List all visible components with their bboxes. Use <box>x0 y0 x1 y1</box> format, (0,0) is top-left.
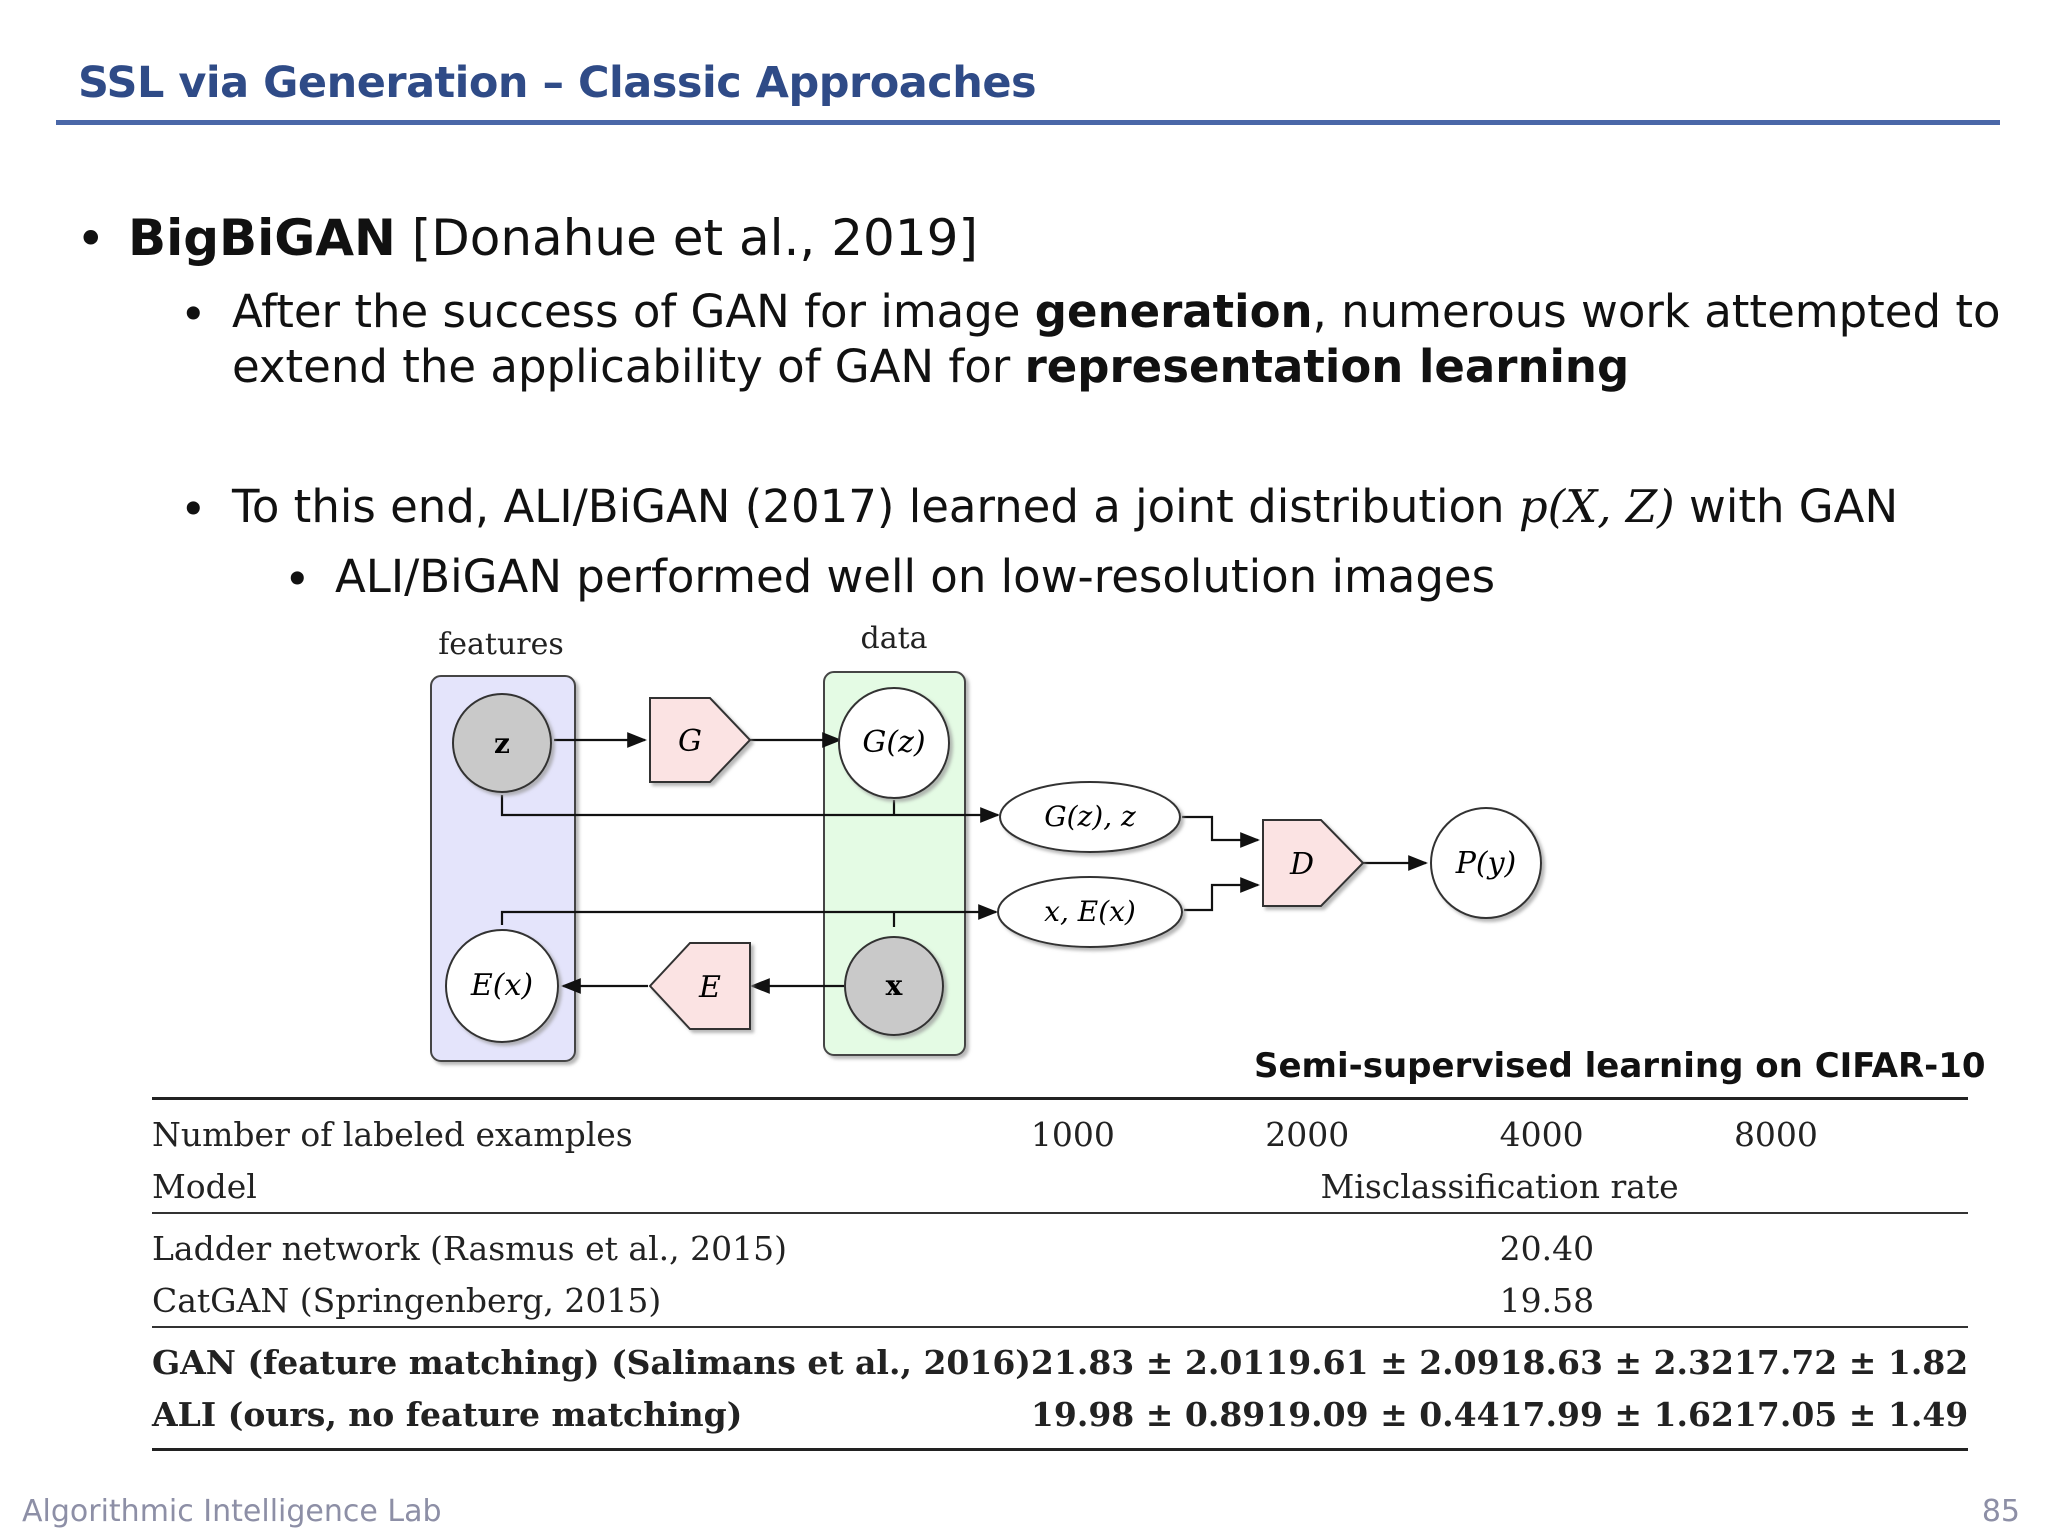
table-cell: 18.63 ± 2.32 <box>1499 1326 1734 1388</box>
header-cell: Model <box>152 1166 257 1206</box>
output-py-node <box>1430 807 1542 919</box>
emphasis-representation-learning: representation learning <box>1024 340 1630 393</box>
bullet-marker: • <box>76 210 106 268</box>
bigbigan-citation: [Donahue et al., 2019] <box>395 209 978 267</box>
text-fragment: After the success of GAN for image <box>232 285 1035 338</box>
arrow-z-to-pair <box>500 795 1000 823</box>
bullet-ali-bigan: To this end, ALI/BiGAN (2017) learned a … <box>232 480 1898 533</box>
math-joint-distribution: p(X, Z) <box>1518 480 1675 533</box>
header-cell-metric: Misclassification rate <box>1320 1166 1679 1206</box>
generator-g-shape <box>649 697 752 783</box>
encoded-ex-label: E(x) <box>470 968 533 1003</box>
table-row: Ladder network (Rasmus et al., 2015) 20.… <box>152 1212 1969 1274</box>
table-caption: Semi-supervised learning on CIFAR-10 <box>1254 1046 1986 1086</box>
arrow-pair1-to-d <box>1182 815 1260 848</box>
pair-gz-z-node <box>999 781 1181 853</box>
table-cell: 17.72 ± 1.82 <box>1733 1326 1969 1388</box>
data-label: data <box>860 621 927 656</box>
page-number: 85 <box>1981 1494 2020 1529</box>
header-cell: Number of labeled examples <box>152 1097 1031 1160</box>
table-cell-model: ALI (ours, no feature matching) <box>152 1388 1031 1451</box>
output-py-label: P(y) <box>1455 846 1517 881</box>
latent-z-label: z <box>494 727 510 760</box>
latent-z-node <box>452 693 552 793</box>
encoder-e-shape <box>648 942 751 1030</box>
table-row: CatGAN (Springenberg, 2015) 19.58 <box>152 1274 1968 1327</box>
table-cell: 20.40 <box>1499 1212 1734 1274</box>
bullet-bigbigan: BigBiGAN [Donahue et al., 2019] <box>128 209 978 267</box>
data-x-node <box>844 936 944 1036</box>
results-table: Number of labeled examples 1000 2000 400… <box>152 1097 1969 1451</box>
table-cell: 19.58 <box>1499 1280 1595 1320</box>
table-cell <box>1734 1274 1968 1327</box>
table-cell <box>1030 1212 1266 1274</box>
header-cell: 1000 <box>1030 1097 1266 1160</box>
table-row: ALI (ours, no feature matching) 19.98 ± … <box>152 1388 1969 1451</box>
bigbigan-term: BigBiGAN <box>128 209 396 267</box>
header-cell: 8000 <box>1733 1097 1969 1160</box>
bullet-marker: • <box>180 288 207 341</box>
bullet-gan-success-line2: extend the applicability of GAN for repr… <box>232 340 1629 393</box>
slide-title: SSL via Generation – Classic Approaches <box>78 58 1037 108</box>
table-cell: 21.83 ± 2.01 <box>1030 1326 1266 1388</box>
features-label: features <box>438 627 564 662</box>
table-cell <box>1031 1274 1265 1327</box>
table-row: GAN (feature matching) (Salimans et al.,… <box>152 1326 1969 1388</box>
table-cell <box>1265 1212 1500 1274</box>
bullet-gan-success-line1: After the success of GAN for image gener… <box>232 285 2001 338</box>
generated-gz-node <box>838 687 950 799</box>
table-cell-model: GAN (feature matching) (Salimans et al.,… <box>152 1326 1031 1388</box>
table-cell <box>1733 1212 1969 1274</box>
footer-lab-name: Algorithmic Intelligence Lab <box>22 1494 442 1529</box>
emphasis-generation: generation <box>1034 285 1313 338</box>
data-x-label: x <box>886 969 903 1002</box>
table-header-row: Number of labeled examples 1000 2000 400… <box>152 1097 1969 1160</box>
header-cell: 2000 <box>1265 1097 1500 1160</box>
table-cell <box>1265 1274 1499 1327</box>
discriminator-d-shape <box>1262 819 1365 907</box>
table-cell: 17.05 ± 1.49 <box>1733 1388 1969 1451</box>
arrow-pair2-to-d <box>1184 877 1260 912</box>
pair-gz-z-label: G(z), z <box>1044 800 1136 833</box>
encoder-e-label: E <box>698 970 721 1005</box>
table-header-row: Model Misclassification rate <box>152 1160 1968 1213</box>
encoded-ex-node <box>445 929 559 1043</box>
table-cell: 17.99 ± 1.62 <box>1499 1388 1734 1451</box>
text-fragment: with GAN <box>1674 480 1899 533</box>
table-cell: 19.09 ± 0.44 <box>1265 1388 1500 1451</box>
table-cell-model: Ladder network (Rasmus et al., 2015) <box>152 1212 1031 1274</box>
header-cell: 4000 <box>1499 1097 1734 1160</box>
pair-x-ex-label: x, E(x) <box>1044 895 1136 928</box>
table-cell: 19.61 ± 2.09 <box>1265 1326 1500 1388</box>
arrow-ex-to-pair <box>500 904 998 925</box>
discriminator-d-label: D <box>1289 847 1314 882</box>
text-fragment: , numerous work attempted to <box>1312 285 2001 338</box>
title-underline <box>56 120 2000 125</box>
bullet-low-resolution: ALI/BiGAN performed well on low-resoluti… <box>335 550 1496 603</box>
bullet-marker: • <box>180 483 207 536</box>
table-cell: 19.98 ± 0.89 <box>1030 1388 1266 1451</box>
text-fragment: extend the applicability of GAN for <box>232 340 1025 393</box>
text-fragment: To this end, ALI/BiGAN (2017) learned a … <box>232 480 1519 533</box>
pair-x-ex-node <box>997 876 1183 948</box>
bullet-marker: • <box>284 553 311 606</box>
ali-bigan-diagram: features data z G G(z) G(z), z x, E(x) D… <box>430 621 1542 1062</box>
table-cell-model: CatGAN (Springenberg, 2015) <box>152 1280 662 1320</box>
generator-g-label: G <box>678 724 702 759</box>
generated-gz-label: G(z) <box>862 725 925 760</box>
